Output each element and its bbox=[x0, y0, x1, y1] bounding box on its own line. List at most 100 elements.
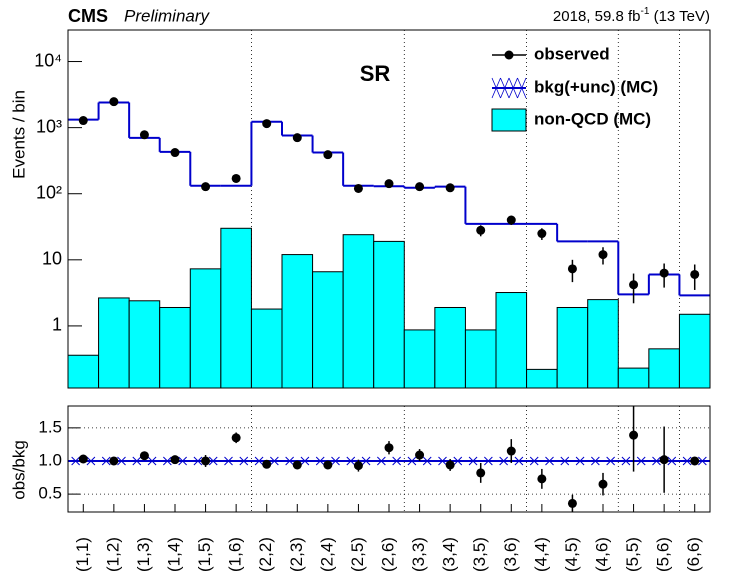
x-tick-label: (4,4) bbox=[531, 537, 550, 572]
ratio-point bbox=[567, 498, 577, 508]
y-tick-label: 1 bbox=[52, 315, 62, 335]
obs-point bbox=[567, 264, 577, 274]
ratio-point bbox=[476, 468, 486, 478]
x-tick-label: (3,5) bbox=[470, 537, 489, 572]
ratio-point bbox=[170, 455, 180, 465]
y-tick-label: 10³ bbox=[36, 116, 62, 136]
x-tick-label: (4,6) bbox=[592, 537, 611, 572]
non-qcd-bar bbox=[67, 354, 100, 389]
non-qcd-bar bbox=[98, 297, 130, 389]
ratio-frame bbox=[67, 405, 711, 513]
bkg-ratio-x bbox=[667, 456, 677, 466]
x-tick-label: (5,6) bbox=[654, 537, 673, 572]
legend-label: observed bbox=[534, 44, 610, 63]
x-tick-label: (2,5) bbox=[348, 537, 367, 572]
obs-point bbox=[292, 133, 302, 143]
obs-point bbox=[506, 215, 516, 225]
obs-point bbox=[231, 173, 241, 183]
y-tick-label: 10⁴ bbox=[34, 50, 62, 70]
bkg-ratio-x bbox=[346, 456, 356, 466]
x-tick-label: (6,6) bbox=[684, 537, 703, 572]
bkg-ratio-x bbox=[514, 456, 524, 466]
ratio-point bbox=[201, 456, 211, 466]
x-tick-label: (5,5) bbox=[623, 537, 642, 572]
non-qcd-bar bbox=[617, 367, 650, 389]
ratio-point bbox=[292, 460, 302, 470]
obs-point bbox=[598, 250, 608, 260]
bkg-ratio-x bbox=[621, 456, 631, 466]
obs-point bbox=[476, 225, 486, 235]
legend-label: non-QCD (MC) bbox=[534, 109, 651, 128]
obs-point bbox=[139, 130, 149, 140]
bkg-ratio-x bbox=[163, 456, 172, 466]
bkg-ratio-x bbox=[132, 456, 142, 466]
bkg-ratio-x bbox=[484, 456, 493, 466]
bkg-ratio-x bbox=[499, 456, 508, 466]
bkg-ratio-x bbox=[636, 456, 646, 466]
bkg-ratio-x bbox=[392, 456, 401, 466]
bkg-ratio-x bbox=[407, 456, 417, 466]
bkg-ratio-x bbox=[606, 456, 615, 466]
bkg-ratio-x bbox=[438, 456, 447, 466]
bkg-ratio-x bbox=[147, 456, 157, 466]
ratio-point bbox=[537, 474, 547, 484]
non-qcd-bar bbox=[189, 268, 222, 389]
bkg-ratio-x bbox=[224, 456, 233, 466]
obs-point bbox=[629, 280, 639, 290]
bkg-ratio-x bbox=[652, 456, 661, 466]
bkg-ratio-x bbox=[71, 456, 80, 466]
x-tick-label: (2,3) bbox=[287, 537, 306, 572]
obs-point bbox=[415, 182, 425, 192]
x-tick-label: (1,6) bbox=[226, 537, 245, 572]
bkg-ratio-x bbox=[208, 456, 218, 466]
ratio-point bbox=[353, 461, 363, 471]
bkg-ratio-x bbox=[86, 456, 96, 466]
ratio-point bbox=[323, 460, 333, 470]
bkg-ratio-x bbox=[239, 456, 249, 466]
obs-point bbox=[323, 150, 333, 160]
obs-point bbox=[201, 182, 211, 192]
ratio-tick-label: 1.0 bbox=[38, 450, 62, 469]
x-tick-label: (1,4) bbox=[164, 537, 183, 572]
x-tick-label: (1,2) bbox=[103, 537, 122, 572]
bkg-ratio-x bbox=[377, 456, 386, 466]
legend-label: bkg(+unc) (MC) bbox=[534, 77, 658, 96]
x-tick-label: (3,6) bbox=[501, 537, 520, 572]
obs-point bbox=[78, 116, 88, 126]
obs-point bbox=[353, 183, 363, 193]
obs-point bbox=[170, 148, 180, 158]
ratio-point bbox=[415, 450, 425, 460]
ratio-point bbox=[445, 460, 455, 470]
obs-point bbox=[690, 269, 700, 279]
x-tick-label: (2,6) bbox=[378, 537, 397, 572]
lumi-part: (13 TeV) bbox=[649, 8, 710, 25]
non-qcd-bar bbox=[373, 240, 405, 389]
bkg-ratio-x bbox=[254, 456, 264, 466]
bkg-ratio-x bbox=[315, 456, 325, 466]
ratio-point bbox=[262, 459, 272, 469]
ratio-point bbox=[231, 433, 241, 443]
x-tick-label: (3,3) bbox=[409, 537, 428, 572]
ratio-point bbox=[384, 443, 394, 453]
ratio-point bbox=[659, 455, 669, 465]
x-tick-label: (3,4) bbox=[440, 537, 459, 572]
obs-point bbox=[659, 268, 669, 278]
non-qcd-bar bbox=[495, 292, 528, 389]
ratio-point bbox=[690, 456, 700, 466]
bkg-ratio-x bbox=[101, 456, 111, 466]
ratio-axis-label: obs/bkg bbox=[9, 440, 28, 500]
non-qcd-bar bbox=[678, 313, 711, 389]
x-tick-label: (2,4) bbox=[317, 537, 336, 572]
plot-frame bbox=[67, 29, 711, 389]
bkg-ratio-x bbox=[560, 456, 570, 466]
ratio-point bbox=[78, 454, 88, 464]
non-qcd-bar bbox=[312, 271, 344, 389]
obs-point bbox=[109, 97, 119, 107]
y-axis-label: Events / bin bbox=[9, 90, 28, 179]
lumi-part: 2018, 59.8 fb bbox=[553, 8, 641, 25]
non-qcd-bar bbox=[556, 306, 589, 389]
non-qcd-bar bbox=[434, 306, 466, 389]
status: Preliminary bbox=[124, 6, 211, 25]
bkg-ratio-x bbox=[545, 456, 554, 466]
